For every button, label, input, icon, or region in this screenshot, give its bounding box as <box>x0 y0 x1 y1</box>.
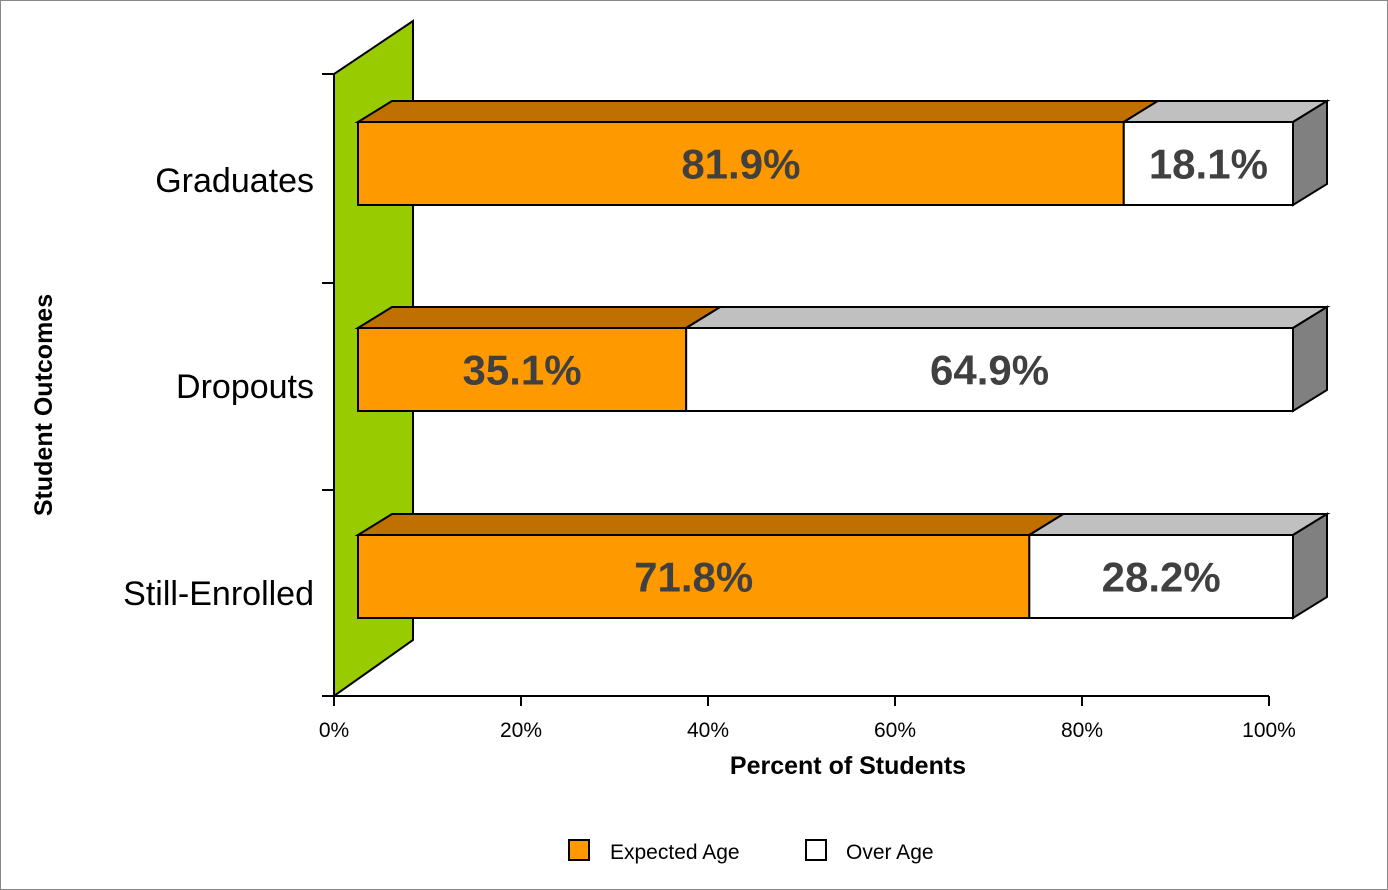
data-label-dropouts-expected-age: 35.1% <box>463 347 582 394</box>
bar-still-enrolled-expected-age <box>357 534 1031 619</box>
bar-still-enrolled-over-age <box>1028 534 1294 619</box>
axes: 0% 20% 40% 60% 80% 100% Graduates Dropouts Still… <box>123 73 1296 742</box>
x-axis-title: Percent of Students <box>730 752 966 780</box>
bar-graduates-over-age <box>1122 121 1295 206</box>
x-tick-label: 60% <box>874 719 916 742</box>
bar-top-graduates-expected-age <box>354 100 1162 123</box>
data-label-still-enrolled-over-age: 28.2% <box>1102 554 1221 601</box>
y-axis-title: Student Outcomes <box>30 294 58 516</box>
data-label-graduates-over-age: 18.1% <box>1149 141 1268 188</box>
x-tick-label: 40% <box>687 719 729 742</box>
legend-label-expected-age: Expected Age <box>610 841 740 864</box>
legend-swatch-over-age <box>805 839 827 861</box>
x-tick-label: 0% <box>319 719 349 742</box>
legend: Expected Age Over Age <box>568 839 934 864</box>
bar-group-graduates: 81.9% 18.1% <box>354 99 1331 207</box>
category-label-dropouts: Dropouts <box>176 368 314 406</box>
bar-group-still-enrolled: 71.8% 28.2% <box>354 512 1331 620</box>
category-label-still-enrolled: Still-Enrolled <box>123 575 314 613</box>
x-tick-label: 80% <box>1061 719 1103 742</box>
data-label-dropouts-over-age: 64.9% <box>930 347 1049 394</box>
legend-label-over-age: Over Age <box>846 841 934 864</box>
bar-dropouts-expected-age <box>357 327 688 412</box>
x-tick-label: 100% <box>1242 719 1296 742</box>
bar-top-still-enrolled-over-age <box>1025 513 1331 536</box>
bar-top-dropouts-expected-age <box>354 306 724 329</box>
bar-top-dropouts-over-age <box>682 306 1331 329</box>
bar-group-dropouts: 35.1% 64.9% <box>354 305 1331 413</box>
bar-top-still-enrolled-expected-age <box>354 513 1067 536</box>
legend-swatch-expected-age <box>568 839 590 861</box>
data-label-still-enrolled-expected-age: 71.8% <box>634 554 753 601</box>
data-label-graduates-expected-age: 81.9% <box>681 141 800 188</box>
bar-dropouts-over-age <box>685 327 1294 412</box>
category-label-graduates: Graduates <box>155 162 314 200</box>
x-tick-label: 20% <box>500 719 542 742</box>
bars: 81.9% 18.1% 35.1% 64.9% 71.8% 28.2% <box>354 99 1331 620</box>
